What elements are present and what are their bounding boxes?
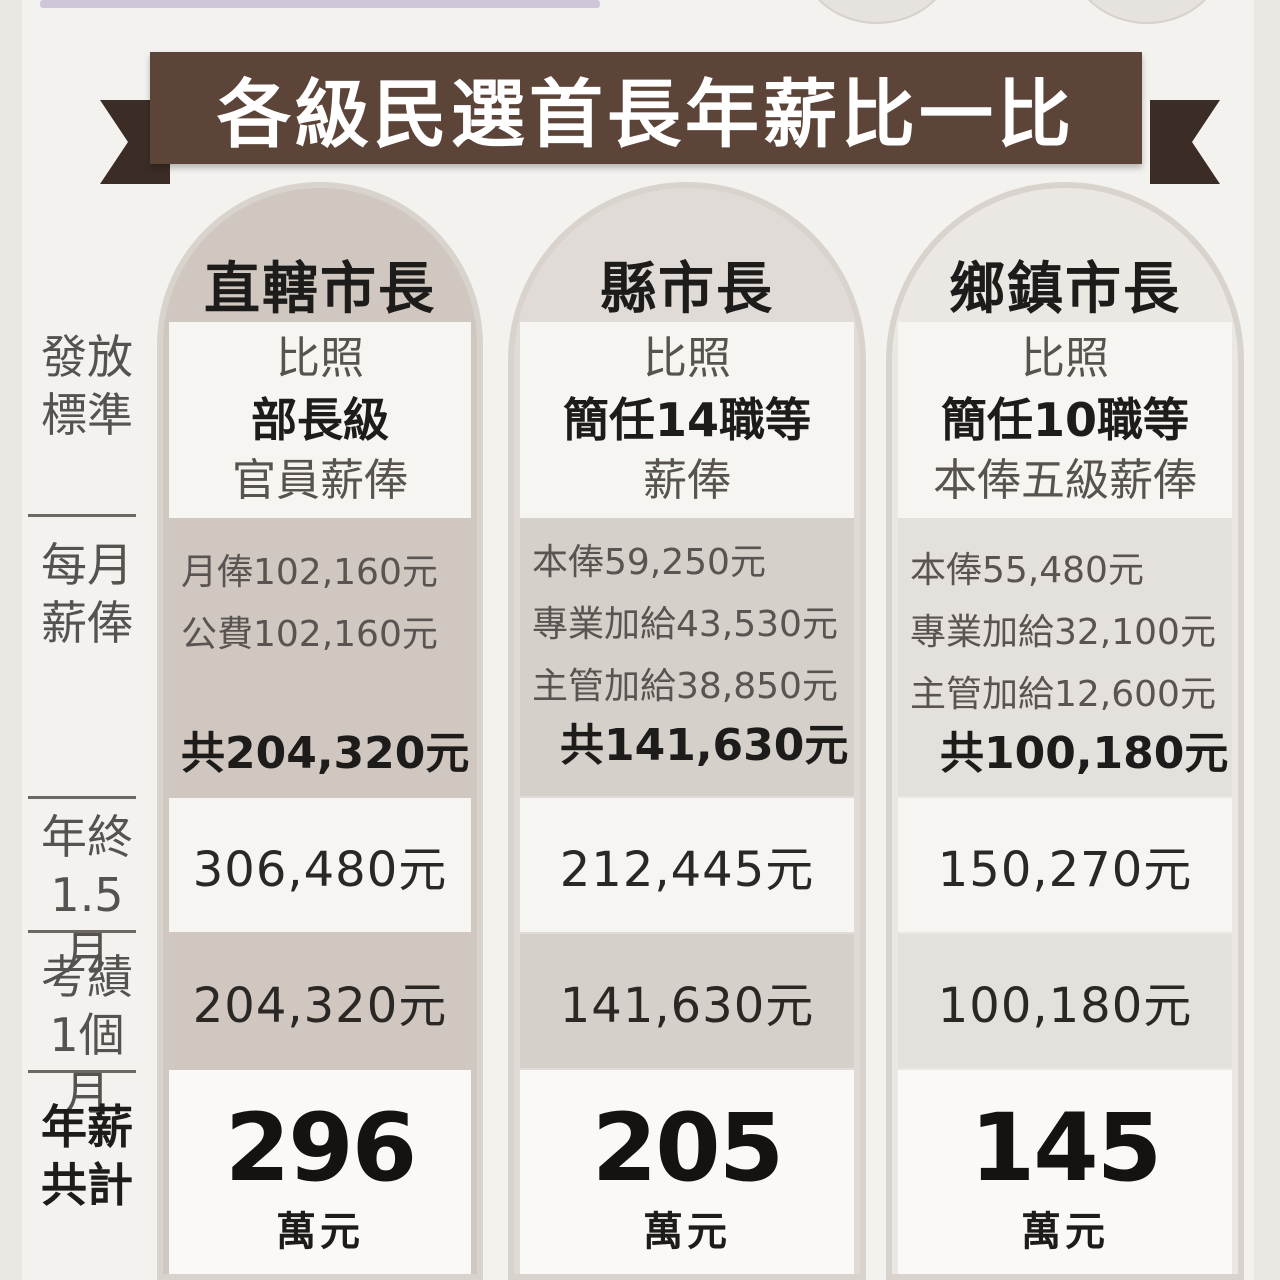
decorative-circle	[800, 0, 954, 24]
year-end-bonus: 150,270元	[937, 842, 1193, 898]
page-border-right	[1254, 0, 1280, 1280]
column-title: 縣市長	[600, 257, 774, 322]
merit-bonus-cell: 141,630元	[520, 934, 854, 1068]
annual-total-cell: 296 萬元	[169, 1070, 471, 1274]
merit-bonus-cell: 204,320元	[169, 934, 471, 1068]
monthly-total: 共141,630元	[560, 720, 849, 771]
monthly-item: 專業加給32,100元	[910, 612, 1216, 653]
monthly-cell: 月俸102,160元 公費102,160元 共204,320元	[169, 518, 471, 796]
row-label-year-end: 年終 1.5月	[41, 810, 133, 980]
column-township-mayor: 鄉鎮市長 比照 簡任10職等 本俸五級薪俸 本俸55,480元 專業加給32,1…	[886, 182, 1244, 1280]
annual-total-cell: 145 萬元	[898, 1070, 1232, 1274]
year-end-bonus: 212,445元	[559, 842, 815, 898]
column-title: 直轄市長	[204, 257, 436, 322]
monthly-cell: 本俸55,480元 專業加給32,100元 主管加給12,600元 共100,1…	[898, 518, 1232, 796]
page-border-left	[0, 0, 22, 1280]
monthly-item: 主管加給38,850元	[532, 666, 838, 707]
monthly-item: 本俸55,480元	[910, 550, 1144, 591]
monthly-total: 共204,320元	[181, 728, 470, 779]
standard-grade: 簡任10職等	[940, 393, 1189, 447]
year-end-bonus-cell: 212,445元	[520, 798, 854, 932]
row-label-annual-total: 年薪 共計	[41, 1100, 133, 1212]
standard-grade: 簡任14職等	[562, 393, 811, 447]
annual-total-cell: 205 萬元	[520, 1070, 854, 1274]
standard-line: 薪俸	[643, 455, 731, 506]
column-county-mayor: 縣市長 比照 簡任14職等 薪俸 本俸59,250元 專業加給43,530元 主…	[508, 182, 866, 1280]
year-end-bonus-cell: 150,270元	[898, 798, 1232, 932]
row-divider	[28, 1070, 136, 1073]
title-banner: 各級民選首長年薪比一比	[150, 52, 1142, 164]
decorative-circle	[1070, 0, 1224, 24]
monthly-item: 本俸59,250元	[532, 542, 766, 583]
year-end-bonus-cell: 306,480元	[169, 798, 471, 932]
cropped-header-strip	[40, 0, 600, 8]
row-label-standard: 發放 標準	[41, 330, 133, 442]
column-title: 鄉鎮市長	[949, 257, 1181, 322]
standard-line: 比照	[276, 333, 364, 384]
monthly-cell: 本俸59,250元 專業加給43,530元 主管加給38,850元 共141,6…	[520, 518, 854, 796]
column-municipal-mayor: 直轄市長 比照 部長級 官員薪俸 月俸102,160元 公費102,160元 共…	[157, 182, 483, 1280]
annual-total-unit: 萬元	[643, 1209, 731, 1255]
merit-bonus: 204,320元	[192, 978, 448, 1034]
row-divider	[28, 930, 136, 933]
monthly-item: 主管加給12,600元	[910, 674, 1216, 715]
standard-grade: 部長級	[251, 393, 389, 447]
monthly-item: 公費102,160元	[181, 614, 438, 655]
standard-cell: 比照 簡任10職等 本俸五級薪俸	[898, 322, 1232, 518]
annual-total-unit: 萬元	[1021, 1209, 1109, 1255]
merit-bonus: 141,630元	[559, 978, 815, 1034]
year-end-bonus: 306,480元	[192, 842, 448, 898]
standard-line: 本俸五級薪俸	[933, 455, 1197, 506]
annual-total-value: 296	[224, 1094, 417, 1203]
merit-bonus-cell: 100,180元	[898, 934, 1232, 1068]
standard-line: 官員薪俸	[232, 455, 408, 506]
standard-line: 比照	[643, 333, 731, 384]
row-label-monthly: 每月 薪俸	[41, 538, 133, 650]
page-title: 各級民選首長年薪比一比	[217, 71, 1075, 158]
annual-total-unit: 萬元	[276, 1209, 364, 1255]
standard-cell: 比照 簡任14職等 薪俸	[520, 322, 854, 518]
row-label-merit: 考績 1個月	[41, 950, 133, 1120]
standard-cell: 比照 部長級 官員薪俸	[169, 322, 471, 518]
monthly-item: 月俸102,160元	[181, 552, 438, 593]
monthly-item: 專業加給43,530元	[532, 604, 838, 645]
standard-line: 比照	[1021, 333, 1109, 384]
row-divider	[28, 796, 136, 799]
annual-total-value: 205	[591, 1094, 784, 1203]
annual-total-value: 145	[969, 1094, 1162, 1203]
merit-bonus: 100,180元	[937, 978, 1193, 1034]
banner-ribbon-tail-right	[1150, 100, 1220, 184]
monthly-total: 共100,180元	[940, 728, 1229, 779]
row-divider	[28, 514, 136, 517]
